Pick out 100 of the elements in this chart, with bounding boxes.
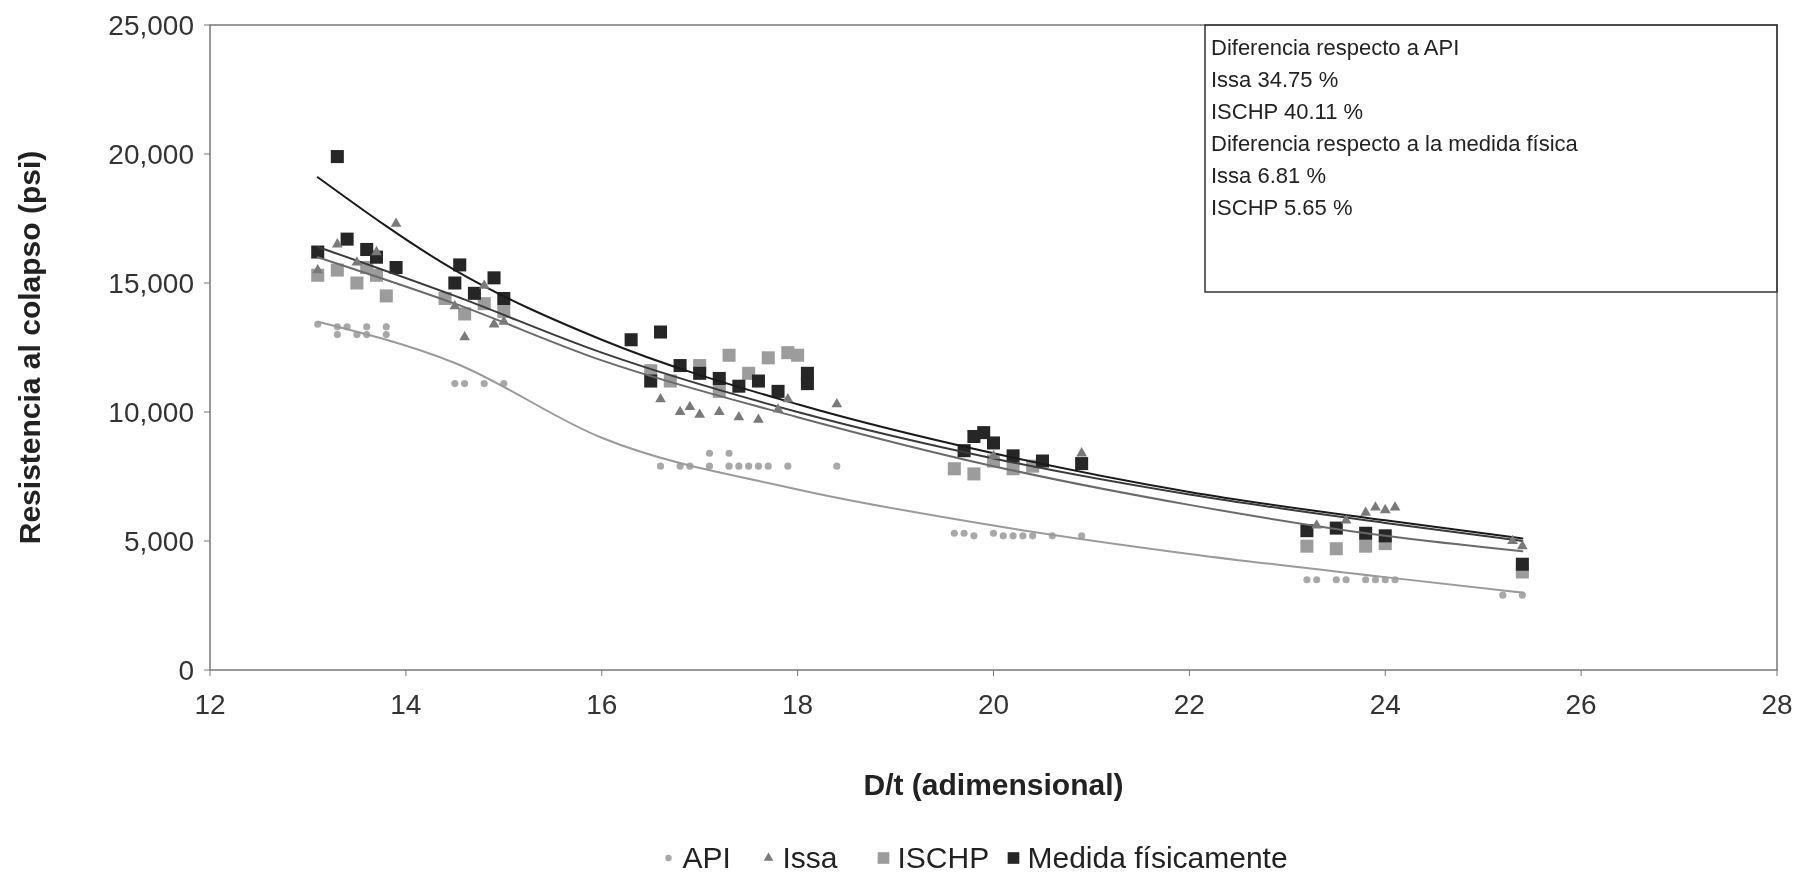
point	[831, 398, 843, 408]
point	[988, 449, 999, 459]
point	[950, 529, 958, 537]
point	[448, 276, 462, 290]
x-tick-label: 24	[1369, 689, 1401, 720]
x-tick-label: 16	[586, 689, 618, 720]
point	[684, 400, 696, 410]
point	[761, 351, 775, 365]
point	[330, 263, 344, 277]
point	[754, 462, 763, 470]
point	[713, 405, 725, 416]
point	[371, 245, 382, 256]
legend-label: ISCHP	[897, 841, 990, 874]
y-tick-label: 10,000	[108, 397, 194, 428]
point	[970, 532, 978, 540]
point	[989, 529, 998, 537]
point	[1371, 576, 1380, 584]
point	[1362, 576, 1370, 584]
point	[488, 318, 500, 328]
point	[487, 271, 501, 285]
x-tick-label: 18	[782, 689, 814, 720]
point	[656, 462, 665, 470]
y-tick-label: 25,000	[108, 10, 194, 41]
x-tick-label: 22	[1173, 689, 1205, 720]
point	[382, 323, 390, 331]
point	[960, 529, 968, 537]
point	[967, 467, 981, 481]
point	[751, 374, 765, 388]
point	[1029, 532, 1037, 540]
point	[725, 462, 733, 470]
point	[1379, 503, 1391, 514]
point	[1313, 576, 1321, 584]
y-tick-label: 5,000	[123, 526, 194, 557]
point	[1300, 539, 1314, 553]
point	[1515, 557, 1529, 571]
y-tick-label: 0	[178, 655, 194, 686]
point	[1340, 514, 1352, 524]
point	[1009, 532, 1017, 540]
point	[390, 217, 402, 227]
point	[772, 403, 784, 413]
y-tick-label: 20,000	[108, 139, 194, 170]
point	[330, 150, 344, 164]
point	[753, 413, 764, 423]
point	[389, 261, 403, 275]
point	[977, 426, 991, 440]
point	[986, 436, 1001, 450]
point	[350, 276, 364, 290]
point	[705, 462, 714, 470]
point	[333, 331, 341, 339]
point	[833, 462, 841, 470]
annotation: ISCHP 40.11 %	[1211, 99, 1364, 124]
point	[461, 380, 469, 388]
x-tick-label: 12	[194, 689, 226, 720]
point	[331, 238, 343, 248]
point	[800, 366, 814, 380]
point	[653, 325, 668, 339]
point	[480, 380, 488, 388]
point	[1303, 576, 1311, 584]
point	[771, 384, 785, 398]
point	[363, 323, 371, 331]
point	[947, 462, 961, 476]
point	[340, 232, 354, 246]
x-tick-label: 26	[1565, 689, 1597, 720]
point	[1507, 534, 1518, 545]
legend-label: API	[682, 841, 731, 874]
legend-label: Issa	[782, 841, 838, 874]
point	[1329, 542, 1343, 556]
point	[1359, 539, 1373, 553]
x-tick-label: 28	[1761, 689, 1793, 720]
point	[1370, 501, 1381, 511]
point	[694, 408, 706, 418]
point	[725, 449, 733, 457]
annotation: Issa 34.75 %	[1211, 67, 1339, 92]
point	[449, 300, 461, 310]
point	[764, 462, 772, 470]
point	[655, 392, 666, 403]
x-tick-label: 20	[977, 689, 1010, 720]
point	[1389, 501, 1401, 511]
point	[782, 392, 794, 403]
point	[999, 532, 1007, 540]
point	[784, 462, 792, 470]
point	[1019, 532, 1027, 540]
point	[722, 348, 736, 362]
x-axis-title: D/t (adimensional)	[863, 768, 1124, 801]
point	[451, 380, 459, 388]
point	[382, 331, 390, 339]
annotation: Diferencia respecto a la medida física	[1211, 131, 1579, 156]
y-tick-label: 15,000	[108, 268, 194, 299]
point	[478, 279, 490, 289]
y-axis-title: Resistencia al colapso (psi)	[13, 150, 46, 545]
point	[705, 449, 714, 457]
point	[733, 410, 745, 421]
x-tick-label: 14	[390, 689, 422, 720]
point	[360, 242, 374, 256]
annotation: Issa 6.81 %	[1211, 163, 1326, 188]
point	[1360, 506, 1372, 516]
point	[498, 315, 510, 325]
point	[624, 333, 638, 347]
legend-label: Medida físicamente	[1027, 841, 1288, 874]
point	[735, 462, 743, 470]
